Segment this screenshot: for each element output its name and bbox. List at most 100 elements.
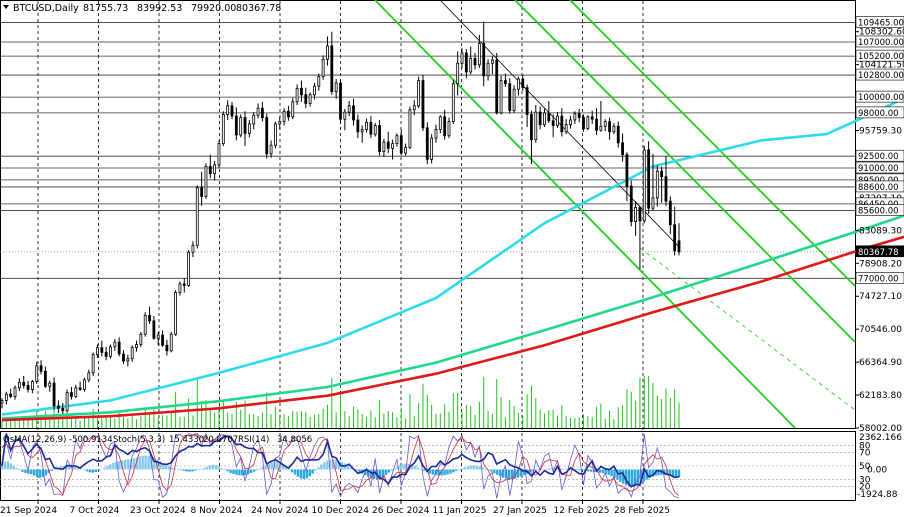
candle (373, 123, 377, 137)
candle (569, 116, 572, 129)
candle (534, 104, 538, 143)
osma-bar (282, 465, 285, 470)
candle-body (200, 187, 204, 197)
y-tick-label: 74727.10 (859, 292, 902, 302)
candle (9, 388, 13, 399)
osma-bar (30, 469, 33, 475)
candle-body (352, 105, 355, 121)
candle-body (39, 365, 43, 372)
candle-body (87, 372, 91, 381)
osma-bar (208, 465, 212, 470)
candle-body (408, 109, 412, 148)
x-tick-label: 12 Feb 2025 (554, 506, 610, 516)
candle-body (464, 52, 468, 73)
candle (599, 101, 603, 132)
candle (447, 117, 451, 139)
level-price-text: 91000.00 (858, 164, 899, 174)
candle-body (217, 143, 221, 166)
candle-body (386, 141, 390, 149)
candle-body (425, 127, 429, 160)
candle-body (673, 224, 677, 252)
osma-bar (669, 469, 672, 476)
candle-body (517, 78, 520, 90)
osma-bar (88, 469, 92, 473)
candle-body (187, 251, 191, 286)
candle (130, 345, 134, 362)
osma-bar (578, 469, 581, 471)
candle (521, 75, 525, 91)
osma-bar (156, 459, 159, 470)
osma-bar (437, 469, 440, 476)
osc-level-label: 50 (859, 462, 871, 472)
candle-body (78, 387, 82, 390)
candle-body (295, 88, 299, 103)
candle (117, 337, 121, 357)
candle (365, 118, 368, 133)
candle-body (30, 381, 34, 390)
osma-bar (285, 467, 288, 470)
osma-bar (446, 469, 449, 475)
level-price-tag (855, 161, 904, 174)
osma-bar (513, 469, 517, 479)
candle-body (490, 59, 494, 64)
osma-bar (123, 459, 127, 470)
candle-body (52, 382, 56, 407)
osma-bar (674, 469, 678, 477)
candle (543, 108, 546, 128)
candle-body (369, 121, 373, 135)
osma-bar (249, 469, 253, 473)
osma-bar (507, 469, 511, 480)
candle (52, 377, 56, 410)
osma-bar (258, 468, 262, 470)
level-price-text: 88600.00 (858, 183, 899, 193)
candle (482, 21, 486, 87)
candle (35, 361, 39, 384)
osma-bar (103, 467, 106, 470)
candle (386, 131, 390, 154)
osma-bar (516, 469, 520, 478)
candle (647, 141, 651, 214)
candle (343, 108, 347, 131)
candle (200, 171, 204, 206)
osma-bar (657, 469, 660, 476)
osma-bar (191, 469, 194, 472)
osma-bar (232, 469, 235, 474)
osma-bar (613, 469, 616, 478)
candle-body (278, 121, 282, 125)
osma-bar (214, 465, 218, 470)
candle-body (182, 283, 186, 286)
candle (48, 380, 52, 392)
osma-bar (132, 458, 136, 470)
osma-bar (21, 469, 24, 472)
trend-channel-line (374, 0, 796, 429)
osma-bar (267, 463, 270, 470)
osma-bar (619, 469, 622, 482)
candle (287, 105, 290, 121)
osma-bar (610, 469, 613, 477)
candle-body (399, 135, 403, 154)
candle (634, 201, 638, 236)
candle-body (334, 82, 338, 93)
x-tick-label: 27 Jan 2025 (493, 506, 547, 516)
osma-bar (279, 463, 282, 470)
candle-body (274, 123, 277, 146)
candle (660, 166, 664, 203)
trend-channel-line (514, 0, 856, 343)
candle-body (234, 115, 238, 136)
candle-body (608, 121, 611, 133)
candle (673, 206, 677, 256)
osma-bar (246, 469, 250, 475)
osma-bar (569, 469, 572, 470)
candle (126, 354, 130, 367)
dropdown-arrow-icon[interactable] (3, 5, 9, 9)
osma-bar (387, 469, 391, 473)
candle (399, 129, 403, 156)
candle-body (256, 107, 260, 116)
candle (100, 340, 104, 357)
level-price-tag (855, 49, 904, 62)
candle-body (169, 333, 173, 352)
level-price-tag (855, 68, 904, 81)
osma-bar (311, 469, 314, 474)
candle (269, 140, 273, 158)
candle (78, 381, 82, 391)
